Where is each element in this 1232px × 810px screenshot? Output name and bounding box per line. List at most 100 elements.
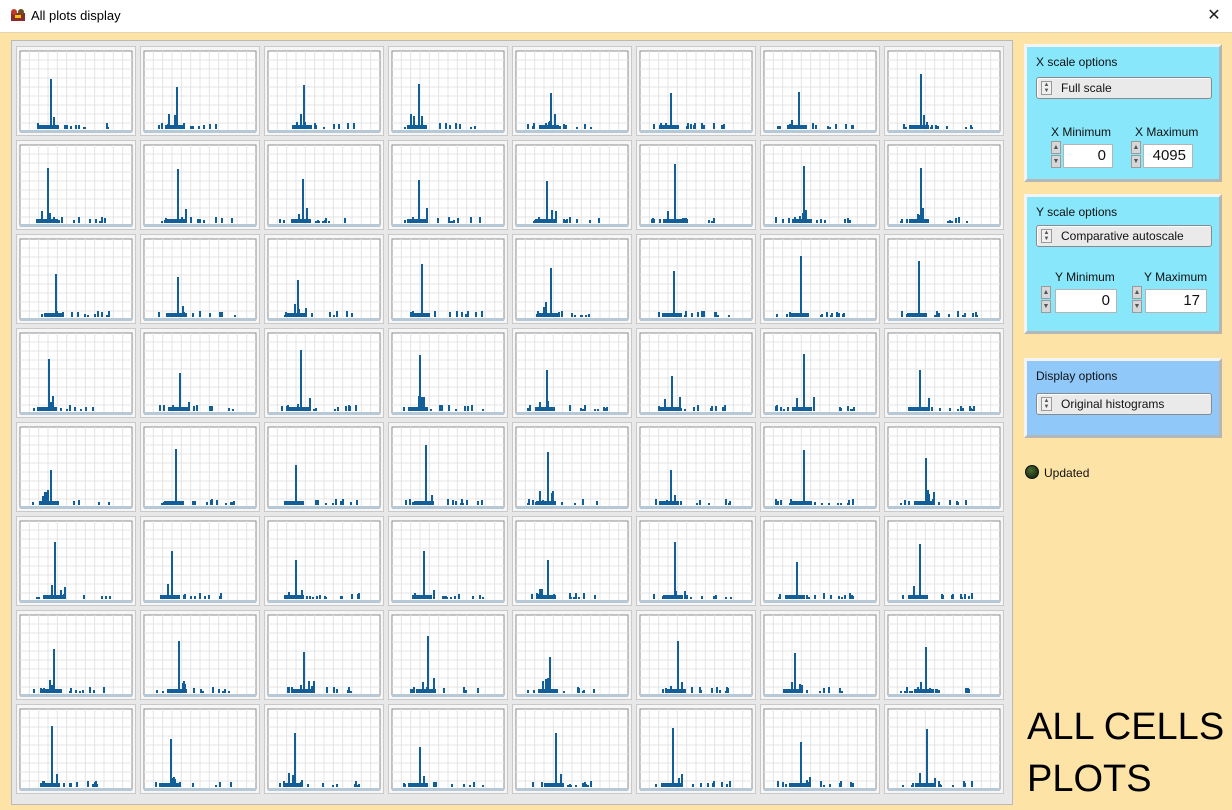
histogram-chart [887,520,1001,603]
histogram-plot [512,422,632,512]
y-min-spinner[interactable]: ▲ ▼ [1041,286,1051,314]
ring-arrows-icon[interactable]: ▲ ▼ [1041,397,1052,411]
histogram-chart [763,426,877,509]
y-scale-select[interactable]: ▲ ▼ Comparative autoscale [1036,225,1212,247]
ring-arrows-icon[interactable]: ▲ ▼ [1041,81,1052,95]
x-min-label: X Minimum [1051,125,1112,139]
window-title: All plots display [31,8,121,23]
histogram-chart [143,238,257,321]
caption-line-1: ALL CELLS [1027,706,1225,748]
app-icon [11,9,25,21]
histogram-chart [19,144,133,227]
histogram-plot [140,140,260,230]
histogram-plot [388,704,508,794]
histogram-plot [512,516,632,606]
display-mode: Original histograms [1061,397,1165,411]
histogram-plot [760,704,880,794]
histogram-plot [388,328,508,418]
x-min-spinner[interactable]: ▲ ▼ [1051,141,1061,169]
histogram-plot [388,610,508,700]
x-max-spinner[interactable]: ▲ ▼ [1131,141,1141,169]
histogram-plot [636,422,756,512]
histogram-plot [884,46,1004,136]
updated-led-icon [1025,465,1039,479]
histogram-chart [19,708,133,791]
histogram-plot [264,610,384,700]
histogram-chart [639,614,753,697]
updated-label: Updated [1044,466,1090,480]
histogram-chart [391,614,505,697]
histogram-chart [19,426,133,509]
histogram-plot [760,328,880,418]
histogram-plot [388,46,508,136]
histogram-chart [887,238,1001,321]
y-scale-mode: Comparative autoscale [1061,229,1184,243]
histogram-chart [515,520,629,603]
histogram-chart [763,144,877,227]
histogram-plot [512,704,632,794]
histogram-plot [512,140,632,230]
histogram-plot [636,140,756,230]
histogram-plot [512,328,632,418]
histogram-chart [391,144,505,227]
histogram-plot [16,610,136,700]
histogram-plot [636,610,756,700]
histogram-plot [140,234,260,324]
x-max-label: X Maximum [1135,125,1199,139]
histogram-chart [391,708,505,791]
plots-grid [11,40,1013,805]
histogram-plot [140,516,260,606]
histogram-plot [884,516,1004,606]
histogram-chart [143,520,257,603]
histogram-chart [763,238,877,321]
histogram-plot [16,140,136,230]
histogram-chart [391,238,505,321]
histogram-plot [264,234,384,324]
histogram-chart [143,614,257,697]
ring-arrows-icon[interactable]: ▲ ▼ [1041,229,1052,243]
y-min-label: Y Minimum [1055,270,1115,284]
histogram-plot [760,46,880,136]
histogram-chart [391,332,505,415]
histogram-chart [639,238,753,321]
close-icon[interactable]: ✕ [1207,7,1221,24]
histogram-plot [264,516,384,606]
histogram-chart [143,144,257,227]
histogram-chart [763,708,877,791]
histogram-plot [884,328,1004,418]
histogram-chart [639,520,753,603]
histogram-plot [760,140,880,230]
histogram-chart [515,332,629,415]
histogram-chart [763,614,877,697]
y-scale-label: Y scale options [1036,205,1118,219]
histogram-chart [267,332,381,415]
histogram-chart [391,426,505,509]
histogram-plot [388,234,508,324]
x-scale-mode: Full scale [1061,81,1112,95]
histogram-chart [639,332,753,415]
x-max-field[interactable]: 4095 [1143,144,1193,168]
histogram-chart [143,332,257,415]
histogram-plot [264,422,384,512]
y-max-field[interactable]: 17 [1145,289,1207,313]
histogram-plot [512,610,632,700]
x-scale-select[interactable]: ▲ ▼ Full scale [1036,77,1212,99]
histogram-chart [887,144,1001,227]
display-select[interactable]: ▲ ▼ Original histograms [1036,393,1212,415]
histogram-plot [16,328,136,418]
y-max-spinner[interactable]: ▲ ▼ [1132,286,1142,314]
x-min-field[interactable]: 0 [1063,144,1113,168]
y-min-field[interactable]: 0 [1055,289,1117,313]
histogram-chart [267,144,381,227]
histogram-plot [512,46,632,136]
histogram-plot [636,328,756,418]
histogram-chart [515,144,629,227]
histogram-plot [140,610,260,700]
caption-line-2: PLOTS [1027,758,1152,800]
histogram-plot [264,46,384,136]
histogram-plot [264,328,384,418]
histogram-chart [143,708,257,791]
histogram-chart [391,520,505,603]
histogram-chart [267,50,381,133]
histogram-chart [763,520,877,603]
